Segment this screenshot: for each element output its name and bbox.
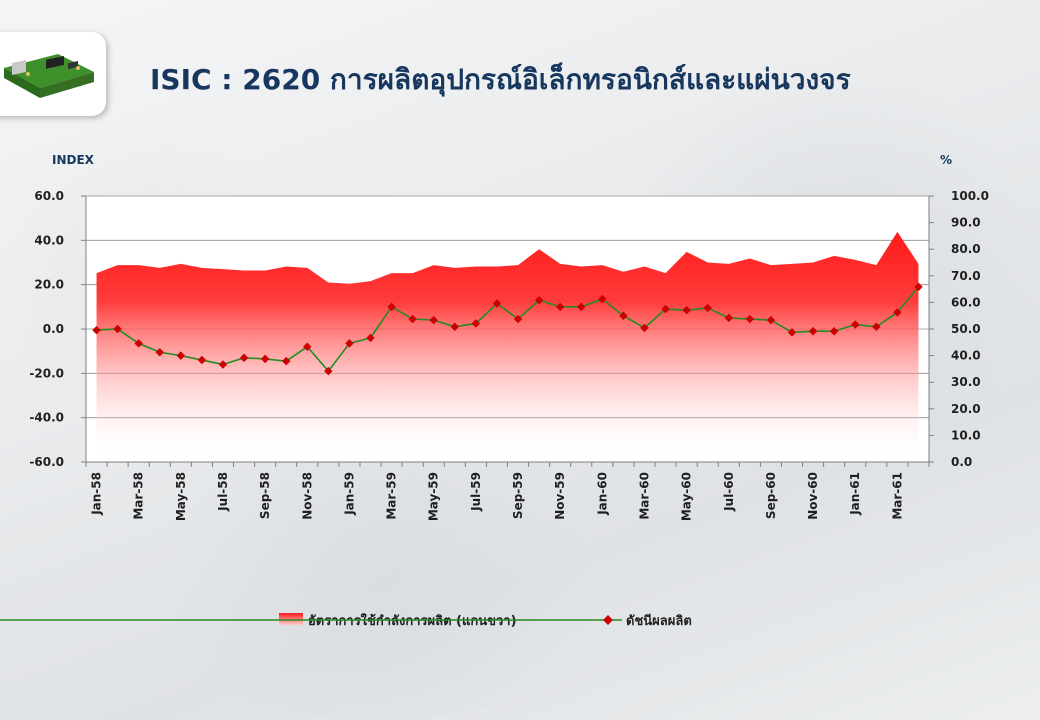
index-point bbox=[829, 326, 839, 336]
x-tick-label: Sep-60 bbox=[764, 472, 778, 519]
x-tick-label: Sep-59 bbox=[511, 472, 525, 519]
x-tick-label: Jul-58 bbox=[216, 472, 230, 512]
index-point bbox=[555, 302, 565, 312]
y-tick-right-label: 40.0 bbox=[951, 349, 981, 363]
index-point bbox=[766, 315, 776, 325]
index-point bbox=[724, 313, 734, 323]
index-point bbox=[893, 308, 902, 317]
index-point bbox=[598, 294, 607, 304]
y-tick-left-label: -40.0 bbox=[29, 411, 64, 425]
index-point bbox=[787, 328, 797, 337]
index-point bbox=[703, 303, 712, 313]
index-point bbox=[303, 342, 312, 351]
y-tick-right-label: 100.0 bbox=[951, 189, 989, 203]
index-point bbox=[408, 314, 417, 324]
y-tick-left-label: 60.0 bbox=[34, 189, 64, 203]
x-tick-label: Mar-58 bbox=[132, 472, 146, 520]
index-line bbox=[96, 286, 920, 373]
index-point bbox=[682, 305, 691, 315]
x-tick-label: Nov-58 bbox=[300, 472, 314, 520]
x-tick-label: Nov-59 bbox=[553, 472, 567, 520]
line-series bbox=[92, 282, 923, 376]
index-point bbox=[429, 315, 438, 325]
index-point bbox=[366, 333, 375, 343]
circuit-board-icon bbox=[4, 54, 94, 98]
y-tick-right-label: 0.0 bbox=[951, 455, 972, 469]
index-point bbox=[281, 356, 291, 366]
index-point bbox=[92, 325, 101, 335]
y-tick-left-label: -60.0 bbox=[29, 455, 64, 469]
x-tick-label: May-59 bbox=[427, 472, 441, 521]
y-tick-right-label: 50.0 bbox=[951, 322, 981, 336]
area-series bbox=[96, 231, 919, 462]
y-tick-right-label: 70.0 bbox=[951, 269, 981, 283]
index-point bbox=[492, 299, 502, 308]
index-point bbox=[387, 302, 396, 312]
y-tick-left-label: 0.0 bbox=[43, 322, 64, 336]
index-point bbox=[176, 351, 186, 360]
legend-label-index: ดัชนีผลผลิต bbox=[626, 613, 692, 629]
index-point bbox=[850, 320, 860, 329]
y-axis-left-title: INDEX bbox=[52, 153, 95, 167]
index-point bbox=[914, 282, 923, 292]
x-tick-label: Mar-61 bbox=[890, 472, 904, 520]
index-point bbox=[640, 323, 649, 333]
x-tick-label: Jan-60 bbox=[595, 472, 609, 516]
y-tick-left-label: 40.0 bbox=[34, 233, 64, 247]
capacity-area bbox=[96, 231, 919, 462]
y-tick-right-label: 80.0 bbox=[951, 242, 981, 256]
y-axis-right-title: % bbox=[940, 153, 952, 167]
index-point bbox=[450, 322, 460, 332]
index-point bbox=[745, 314, 755, 324]
index-point bbox=[513, 314, 523, 324]
index-point bbox=[471, 319, 481, 328]
index-point bbox=[239, 353, 249, 363]
index-point bbox=[808, 326, 818, 336]
index-point bbox=[577, 302, 586, 312]
index-point bbox=[534, 295, 544, 305]
x-tick-label: Jan-59 bbox=[342, 472, 356, 516]
logo-panel bbox=[0, 32, 106, 116]
axes: 60.0 40.0 20.0 0.0 -20.0 -40.0 -60.0 100.0 90.0 8… bbox=[29, 189, 989, 521]
y-tick-left-label: -20.0 bbox=[29, 366, 64, 380]
index-point bbox=[619, 311, 628, 320]
index-point bbox=[324, 366, 333, 376]
index-point bbox=[134, 339, 143, 348]
y-tick-right-label: 20.0 bbox=[951, 402, 981, 416]
index-point bbox=[661, 304, 670, 314]
x-tick-label: Jan-58 bbox=[90, 472, 104, 516]
y-tick-left-label: 20.0 bbox=[34, 278, 64, 292]
x-tick-label: Sep-58 bbox=[258, 472, 272, 519]
index-point bbox=[113, 324, 122, 334]
x-tick-label: Nov-60 bbox=[806, 472, 820, 520]
x-tick-label: Mar-60 bbox=[637, 472, 651, 520]
page-title: ISIC : 2620 การผลิตอุปกรณ์อิเล็กทรอนิกส์… bbox=[150, 63, 851, 96]
index-point bbox=[197, 355, 207, 365]
legend-area-swatch bbox=[279, 613, 303, 625]
x-tick-label: Mar-59 bbox=[385, 472, 399, 520]
x-tick-label: May-58 bbox=[174, 472, 188, 521]
index-point bbox=[218, 360, 228, 369]
legend-marker bbox=[603, 615, 613, 625]
x-tick-label: May-60 bbox=[680, 472, 694, 521]
x-tick-label: Jan-61 bbox=[848, 472, 862, 516]
legend: อัตราการใช้กำลังการผลิต (แกนขวา) ดัชนีผล… bbox=[0, 612, 692, 629]
index-point bbox=[155, 348, 165, 357]
y-tick-right-label: 30.0 bbox=[951, 375, 981, 389]
index-point bbox=[345, 339, 354, 348]
x-tick-label: Jul-59 bbox=[469, 472, 483, 512]
y-tick-right-label: 60.0 bbox=[951, 295, 981, 309]
index-point bbox=[872, 322, 881, 332]
y-tick-right-label: 90.0 bbox=[951, 216, 981, 230]
y-tick-right-label: 10.0 bbox=[951, 428, 981, 442]
x-tick-label: Jul-60 bbox=[722, 472, 736, 512]
index-point bbox=[260, 354, 270, 364]
